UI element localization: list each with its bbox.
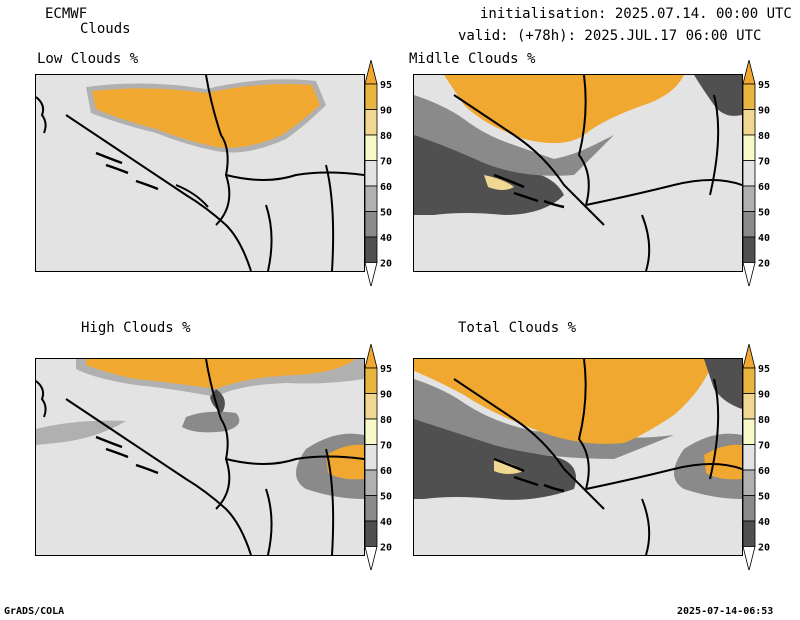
colorbar-segment bbox=[364, 469, 378, 496]
colorbar-svg: 95 90 80 70 60 50 40 20 bbox=[364, 60, 392, 286]
colorbar-tick-label: 20 bbox=[758, 259, 770, 270]
colorbar-tick-label: 95 bbox=[758, 80, 770, 91]
colorbar-high: 95 90 80 70 60 50 40 20 bbox=[364, 344, 410, 570]
colorbar-segment bbox=[364, 160, 378, 187]
colorbar-segment-below-20 bbox=[364, 546, 378, 570]
model-name: ECMWF bbox=[45, 6, 88, 22]
colorbar-segment-95 bbox=[364, 344, 378, 369]
colorbar-segment bbox=[742, 83, 756, 110]
colorbar-svg: 95 90 80 70 60 50 40 20 bbox=[364, 344, 392, 570]
colorbar-segment bbox=[364, 83, 378, 110]
colorbar-segment bbox=[742, 495, 756, 522]
colorbar-segment bbox=[742, 469, 756, 496]
colorbar-tick-label: 50 bbox=[758, 208, 770, 219]
colorbar-tick-label: 80 bbox=[380, 415, 392, 426]
colorbar-segment bbox=[364, 520, 378, 547]
colorbar-tick-label: 20 bbox=[758, 543, 770, 554]
colorbar-total: 95 90 80 70 60 50 40 20 bbox=[742, 344, 788, 570]
colorbar-segment-below-20 bbox=[364, 262, 378, 286]
colorbar-tick-label: 70 bbox=[380, 157, 392, 168]
colorbar-tick-label: 95 bbox=[380, 80, 392, 91]
colorbar-segment bbox=[364, 185, 378, 212]
colorbar-tick-label: 90 bbox=[380, 390, 392, 401]
colorbar-tick-label: 50 bbox=[380, 492, 392, 503]
colorbar-segment-95 bbox=[742, 60, 756, 85]
colorbar-segment bbox=[364, 236, 378, 263]
colorbar-tick-label: 60 bbox=[380, 182, 392, 193]
colorbar-tick-label: 40 bbox=[758, 517, 770, 528]
map-panel-low bbox=[35, 74, 365, 272]
footer-credit: GrADS/COLA bbox=[4, 606, 65, 617]
colorbar-tick-label: 40 bbox=[380, 233, 392, 244]
colorbar-tick-label: 90 bbox=[758, 390, 770, 401]
colorbar-tick-label: 95 bbox=[758, 364, 770, 375]
colorbar-tick-label: 40 bbox=[380, 517, 392, 528]
colorbar-segment bbox=[364, 444, 378, 471]
colorbar-segment bbox=[364, 418, 378, 445]
colorbar-tick-label: 20 bbox=[380, 259, 392, 270]
colorbar-segment bbox=[742, 211, 756, 238]
colorbar-segment bbox=[364, 367, 378, 394]
panel-title-total: Total Clouds % bbox=[458, 320, 577, 336]
colorbar-tick-label: 20 bbox=[380, 543, 392, 554]
colorbar-segment-95 bbox=[364, 60, 378, 85]
colorbar-tick-label: 95 bbox=[380, 364, 392, 375]
colorbar-tick-label: 90 bbox=[758, 106, 770, 117]
colorbar-segment-below-20 bbox=[742, 546, 756, 570]
colorbar-tick-label: 80 bbox=[380, 131, 392, 142]
colorbar-svg: 95 90 80 70 60 50 40 20 bbox=[742, 60, 770, 286]
colorbar-segment bbox=[742, 520, 756, 547]
colorbar-segment bbox=[742, 236, 756, 263]
colorbar-tick-label: 90 bbox=[380, 106, 392, 117]
colorbar-tick-label: 70 bbox=[758, 157, 770, 168]
colorbar-tick-label: 80 bbox=[758, 131, 770, 142]
colorbar-tick-label: 50 bbox=[758, 492, 770, 503]
colorbar-segment bbox=[364, 211, 378, 238]
map-panel-middle bbox=[413, 74, 743, 272]
colorbar-segment bbox=[364, 393, 378, 420]
colorbar-segment bbox=[742, 160, 756, 187]
product-name: Clouds bbox=[80, 21, 131, 37]
map-panel-high bbox=[35, 358, 365, 556]
colorbar-segment-95 bbox=[742, 344, 756, 369]
colorbar-segment-below-20 bbox=[742, 262, 756, 286]
panel-title-low: Low Clouds % bbox=[37, 51, 139, 67]
valid-time: valid: (+78h): 2025.JUL.17 06:00 UTC bbox=[458, 28, 762, 44]
colorbar-segment bbox=[742, 393, 756, 420]
colorbar-low: 95 90 80 70 60 50 40 20 bbox=[364, 60, 410, 286]
colorbar-tick-label: 60 bbox=[758, 466, 770, 477]
colorbar-segment bbox=[742, 444, 756, 471]
colorbar-tick-label: 80 bbox=[758, 415, 770, 426]
colorbar-segment bbox=[364, 134, 378, 161]
colorbar-segment bbox=[742, 185, 756, 212]
colorbar-segment bbox=[742, 367, 756, 394]
colorbar-tick-label: 50 bbox=[380, 208, 392, 219]
colorbar-segment bbox=[742, 134, 756, 161]
colorbar-segment bbox=[742, 418, 756, 445]
colorbar-tick-label: 60 bbox=[380, 466, 392, 477]
footer-timestamp: 2025-07-14-06:53 bbox=[677, 606, 774, 617]
colorbar-tick-label: 70 bbox=[380, 441, 392, 452]
colorbar-tick-label: 70 bbox=[758, 441, 770, 452]
colorbar-tick-label: 40 bbox=[758, 233, 770, 244]
initialisation-time: initialisation: 2025.07.14. 00:00 UTC bbox=[480, 6, 792, 22]
colorbar-svg: 95 90 80 70 60 50 40 20 bbox=[742, 344, 770, 570]
colorbar-middle: 95 90 80 70 60 50 40 20 bbox=[742, 60, 788, 286]
panel-title-middle: Midlle Clouds % bbox=[409, 51, 536, 67]
colorbar-segment bbox=[364, 495, 378, 522]
colorbar-tick-label: 60 bbox=[758, 182, 770, 193]
colorbar-segment bbox=[364, 109, 378, 136]
colorbar-segment bbox=[742, 109, 756, 136]
map-panel-total bbox=[413, 358, 743, 556]
panel-title-high: High Clouds % bbox=[81, 320, 191, 336]
